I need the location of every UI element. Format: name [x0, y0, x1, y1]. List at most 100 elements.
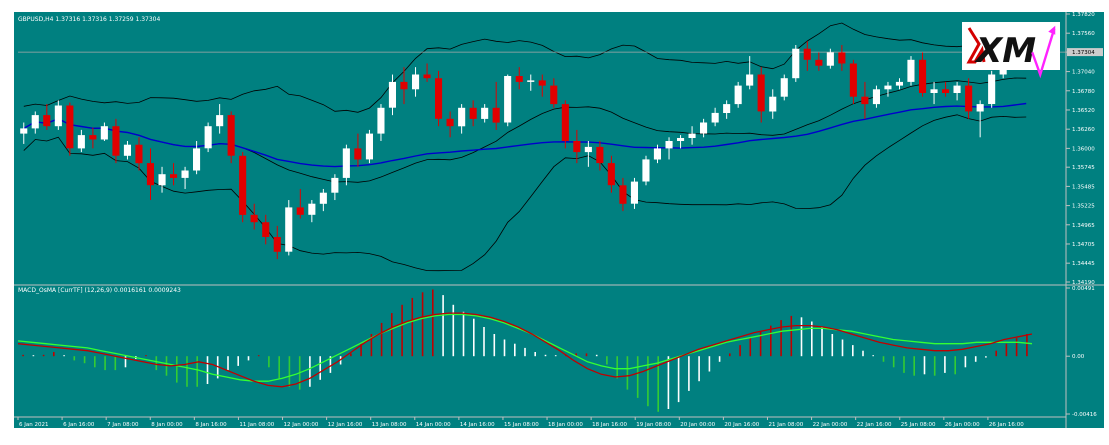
time-tick-label: 6 Jan 2021 [19, 422, 48, 428]
candle[interactable] [365, 129, 373, 164]
candle[interactable] [20, 122, 28, 144]
candle[interactable] [66, 102, 74, 156]
candle[interactable] [435, 70, 443, 127]
candle[interactable] [953, 81, 961, 101]
candle[interactable] [734, 81, 742, 108]
forecast-arrow-path [1031, 28, 1056, 79]
candle[interactable] [481, 104, 489, 123]
candle[interactable] [227, 111, 235, 164]
candle[interactable] [630, 177, 638, 209]
candle[interactable] [296, 188, 304, 219]
candle-body [158, 174, 166, 186]
candle[interactable] [158, 166, 166, 193]
candle[interactable] [342, 144, 350, 186]
price-pane[interactable] [18, 22, 1066, 272]
candle[interactable] [942, 81, 950, 97]
candle[interactable] [677, 135, 685, 149]
candle[interactable] [239, 152, 247, 223]
candle[interactable] [711, 107, 719, 127]
candle[interactable] [607, 155, 615, 193]
candle-body [135, 144, 143, 164]
candle[interactable] [193, 140, 201, 175]
candle[interactable] [573, 129, 581, 164]
candle[interactable] [54, 100, 62, 130]
candle[interactable] [988, 70, 996, 108]
candle[interactable] [354, 133, 362, 167]
candle[interactable] [895, 78, 903, 90]
candle[interactable] [331, 174, 339, 201]
candle[interactable] [700, 118, 708, 138]
candle[interactable] [757, 67, 765, 123]
candle[interactable] [930, 81, 938, 105]
candle[interactable] [665, 137, 673, 160]
candle[interactable] [780, 74, 788, 101]
candle[interactable] [792, 45, 800, 82]
candle-body [596, 146, 604, 164]
candle[interactable] [769, 89, 777, 119]
candle[interactable] [919, 52, 927, 97]
candle-body [365, 133, 373, 160]
candle[interactable] [884, 81, 892, 97]
candle[interactable] [308, 200, 316, 223]
candle-body [400, 81, 408, 90]
candle[interactable] [216, 104, 224, 134]
candle[interactable] [262, 214, 270, 245]
candle[interactable] [319, 188, 327, 212]
candle[interactable] [423, 63, 431, 82]
candle[interactable] [965, 78, 973, 119]
candle[interactable] [861, 81, 869, 119]
candle[interactable] [492, 81, 500, 130]
candle[interactable] [803, 41, 811, 71]
candle[interactable] [469, 100, 477, 127]
candle[interactable] [815, 52, 823, 71]
candle[interactable] [181, 166, 189, 189]
chart-header-symbol: GBPUSD,H4 1.37316 1.37316 1.37259 1.3730… [18, 16, 160, 23]
candle[interactable] [688, 126, 696, 145]
candle[interactable] [596, 140, 604, 171]
candle[interactable] [400, 67, 408, 105]
candle[interactable] [872, 85, 880, 108]
candle[interactable] [746, 56, 754, 90]
candle[interactable] [135, 137, 143, 171]
candle[interactable] [146, 148, 154, 201]
candle[interactable] [527, 74, 535, 91]
candle[interactable] [31, 111, 39, 134]
candle[interactable] [77, 129, 85, 153]
candle[interactable] [43, 104, 51, 130]
candle[interactable] [170, 163, 178, 186]
candle[interactable] [619, 177, 627, 212]
time-tick-label: 18 Jan 16:00 [592, 422, 627, 428]
candle[interactable] [515, 67, 523, 90]
candle[interactable] [273, 225, 281, 260]
time-tick-label: 26 Jan 00:00 [945, 422, 980, 428]
candle[interactable] [849, 59, 857, 105]
candle[interactable] [388, 74, 396, 116]
candle[interactable] [561, 100, 569, 149]
candle[interactable] [412, 67, 420, 97]
candle[interactable] [584, 140, 592, 167]
candle[interactable] [250, 203, 258, 230]
candle-body [907, 59, 915, 82]
candle[interactable] [550, 78, 558, 108]
candle[interactable] [100, 122, 108, 141]
candle-body [965, 85, 973, 112]
candle[interactable] [285, 200, 293, 256]
candle[interactable] [907, 56, 915, 86]
candle[interactable] [458, 104, 466, 134]
macd-pane[interactable] [17, 289, 1033, 412]
candle[interactable] [538, 74, 546, 97]
candle[interactable] [653, 144, 661, 164]
candle[interactable] [504, 74, 512, 127]
candle[interactable] [723, 100, 731, 119]
candle[interactable] [204, 122, 212, 153]
candle[interactable] [826, 48, 834, 69]
candle[interactable] [112, 118, 120, 164]
candle[interactable] [377, 104, 385, 141]
candle[interactable] [89, 127, 97, 149]
candle[interactable] [838, 45, 846, 71]
candle[interactable] [446, 111, 454, 138]
candle[interactable] [976, 100, 984, 138]
candle[interactable] [123, 140, 131, 160]
candle[interactable] [642, 155, 650, 186]
